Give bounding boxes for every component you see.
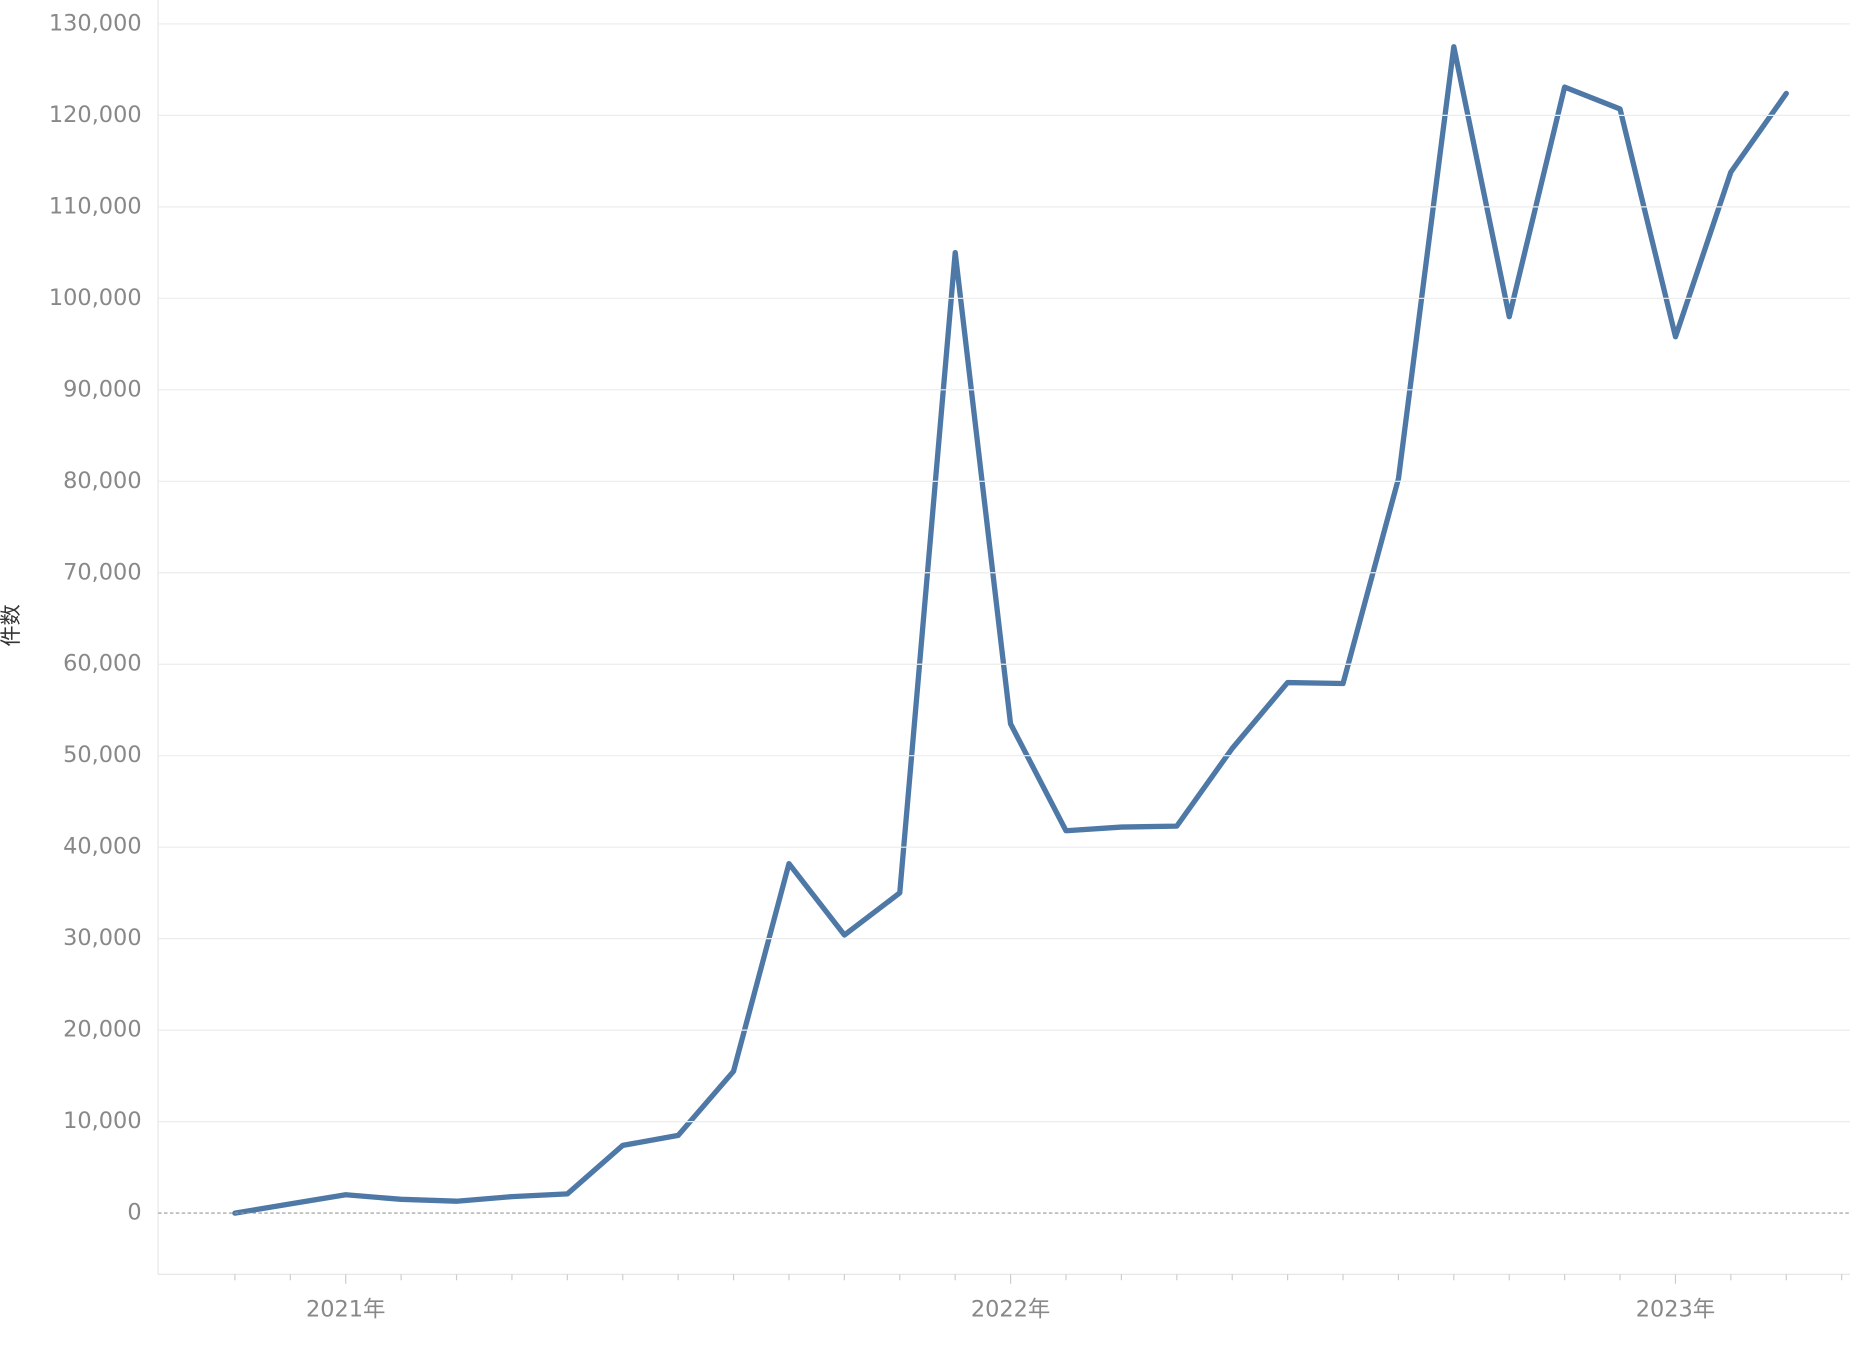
y-tick-label: 0	[127, 1200, 141, 1226]
y-axis-title: 件数	[0, 604, 24, 646]
y-tick-label: 10,000	[63, 1108, 141, 1134]
y-tick-label: 120,000	[49, 102, 142, 128]
y-tick-label: 80,000	[63, 468, 141, 494]
plot-area	[232, 44, 1789, 1216]
y-tick-label: 70,000	[63, 559, 141, 585]
y-tick-label: 90,000	[63, 376, 141, 402]
y-tick-label: 20,000	[63, 1017, 141, 1043]
data-line	[232, 44, 1789, 1216]
y-tick-label: 110,000	[49, 193, 142, 219]
y-tick-label: 40,000	[63, 834, 141, 860]
y-tick-label: 50,000	[63, 742, 141, 768]
x-tick-label: 2023年	[1636, 1296, 1715, 1322]
y-tick-label: 60,000	[63, 651, 141, 677]
y-tick-label: 30,000	[63, 925, 141, 951]
y-tick-label: 100,000	[49, 285, 142, 311]
x-tick-label: 2021年	[306, 1296, 385, 1322]
x-tick-label: 2022年	[971, 1296, 1050, 1322]
y-tick-label: 130,000	[49, 10, 142, 36]
